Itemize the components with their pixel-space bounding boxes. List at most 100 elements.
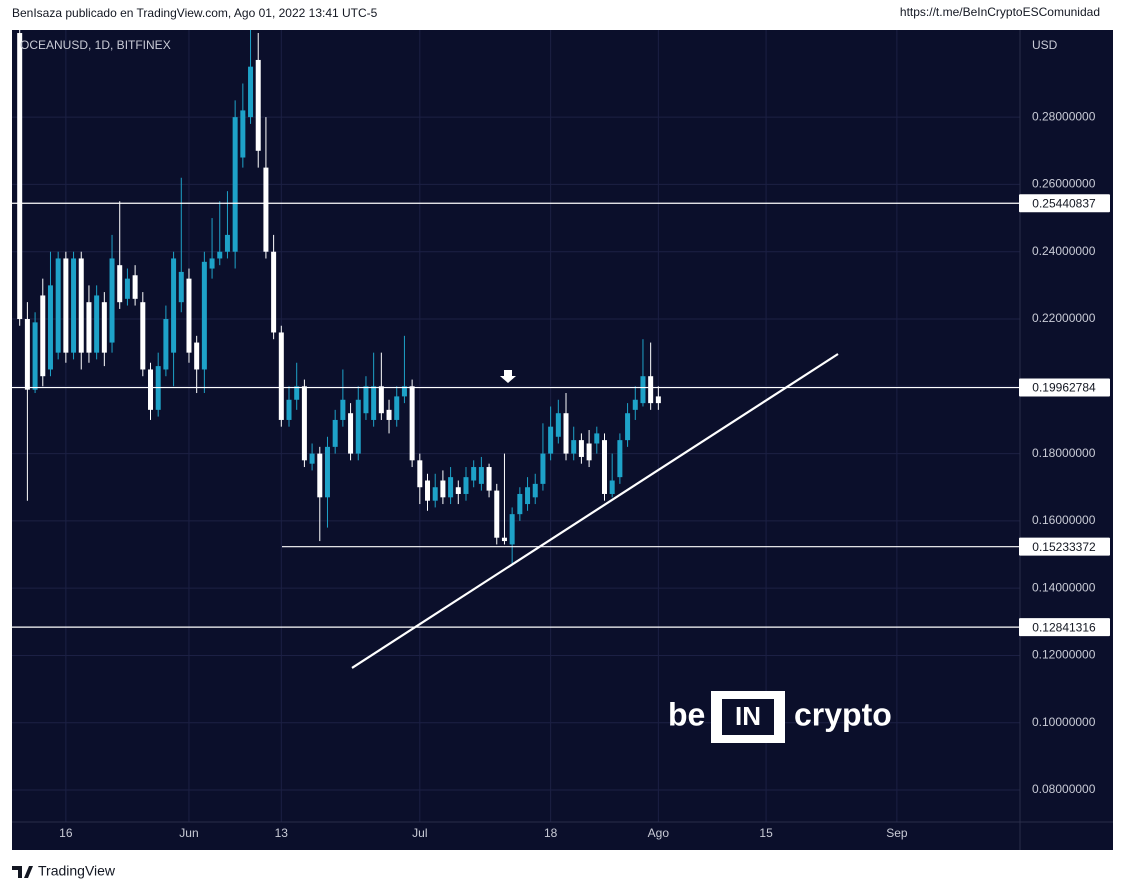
- candle-body: [586, 443, 592, 461]
- watermark-right: crypto: [794, 696, 892, 732]
- candle-body: [432, 487, 438, 501]
- trendline: [351, 353, 839, 669]
- candle-body: [24, 319, 30, 390]
- x-tick-label: 16: [59, 826, 73, 840]
- candle-body: [140, 302, 146, 370]
- footer-logo: TradingView: [12, 863, 116, 879]
- candle-body: [371, 386, 377, 420]
- candle-body: [32, 322, 38, 390]
- candle-body: [601, 440, 607, 494]
- candle-body: [478, 467, 484, 484]
- candle-body: [594, 433, 600, 444]
- plot: [12, 30, 1020, 669]
- candle-body: [571, 440, 577, 454]
- candle-body: [532, 483, 538, 498]
- candle-body: [440, 480, 446, 498]
- y-tick-label: 0.18000000: [1032, 446, 1096, 460]
- candle-body: [355, 399, 361, 454]
- candle-body: [40, 295, 46, 377]
- y-tick-label: 0.22000000: [1032, 311, 1096, 325]
- level-label: 0.19962784: [1032, 381, 1096, 395]
- candle-body: [47, 285, 53, 370]
- level-label-box: [1019, 378, 1110, 397]
- candle-body: [455, 487, 461, 494]
- y-tick-label: 0.24000000: [1032, 244, 1096, 258]
- candle-body: [463, 477, 469, 494]
- x-tick-label: 18: [544, 826, 558, 840]
- link: https://t.me/BeInCryptoESComunidad: [900, 5, 1100, 19]
- candle-body: [640, 376, 646, 404]
- candle-body: [286, 399, 292, 420]
- candle-body: [55, 258, 61, 353]
- candle-body: [248, 66, 254, 118]
- level-label: 0.25440837: [1032, 196, 1096, 210]
- x-tick-label: 15: [759, 826, 773, 840]
- candle-body: [324, 446, 330, 498]
- candle-body: [609, 480, 615, 494]
- candle-body: [409, 386, 415, 461]
- x-tick-label: 13: [275, 826, 289, 840]
- candle-body: [471, 467, 477, 481]
- footer-icon: [12, 866, 33, 878]
- candle-body: [217, 251, 223, 259]
- candle-body: [332, 419, 338, 447]
- candle-body: [317, 453, 323, 498]
- level-label: 0.12841316: [1032, 620, 1096, 634]
- footer: TradingView: [38, 863, 116, 879]
- candle-body: [348, 413, 354, 454]
- candle-body: [294, 386, 300, 400]
- candle-body: [417, 460, 423, 488]
- candle-body: [648, 376, 654, 404]
- currency: USD: [1032, 38, 1058, 52]
- x-tick-label: Sep: [886, 826, 908, 840]
- candle-body: [301, 386, 307, 461]
- candle-body: [548, 426, 554, 454]
- candle-body: [109, 258, 115, 343]
- level-label-box: [1019, 194, 1110, 213]
- candle-body: [309, 453, 315, 464]
- candle-body: [386, 409, 392, 420]
- candle-body: [132, 275, 138, 299]
- watermark-inner: [722, 699, 774, 735]
- candle-body: [186, 278, 192, 353]
- candle-body: [209, 258, 215, 269]
- candle-body: [124, 278, 130, 299]
- candle-body: [555, 413, 561, 437]
- y-tick-label: 0.12000000: [1032, 648, 1096, 662]
- chart-background: [12, 30, 1113, 850]
- watermark: be IN crypto: [668, 691, 892, 743]
- candle-body: [617, 440, 623, 478]
- candle-body: [263, 167, 269, 252]
- candle-body: [563, 413, 569, 454]
- candle-body: [17, 33, 23, 320]
- level-label-box: [1019, 618, 1110, 637]
- candle-body: [448, 477, 454, 498]
- candle-body: [117, 265, 123, 303]
- symbol: OCEANUSD, 1D, BITFINEX: [20, 38, 171, 52]
- x-tick-label: Jul: [412, 826, 427, 840]
- candle-body: [194, 342, 200, 370]
- candle-body: [78, 258, 84, 353]
- level-label-box: [1019, 537, 1110, 556]
- candle-body: [655, 396, 661, 404]
- candle-body: [171, 258, 177, 353]
- candle-body: [240, 110, 246, 158]
- candle-body: [509, 514, 515, 545]
- candle-body: [101, 302, 107, 353]
- candle-body: [278, 332, 284, 420]
- candle-body: [578, 440, 584, 457]
- candle-body: [494, 490, 500, 538]
- arrow: [500, 370, 516, 383]
- candle-body: [178, 271, 184, 303]
- candle-body: [86, 302, 92, 353]
- candle-body: [340, 399, 346, 420]
- x-tick-label: Jun: [179, 826, 198, 840]
- y-tick-label: 0.14000000: [1032, 580, 1096, 594]
- candle-body: [363, 386, 369, 414]
- candle-body: [486, 467, 492, 491]
- candle-body: [517, 493, 523, 515]
- candle-body: [71, 258, 77, 353]
- candle-body: [425, 480, 431, 501]
- candle-body: [525, 487, 531, 505]
